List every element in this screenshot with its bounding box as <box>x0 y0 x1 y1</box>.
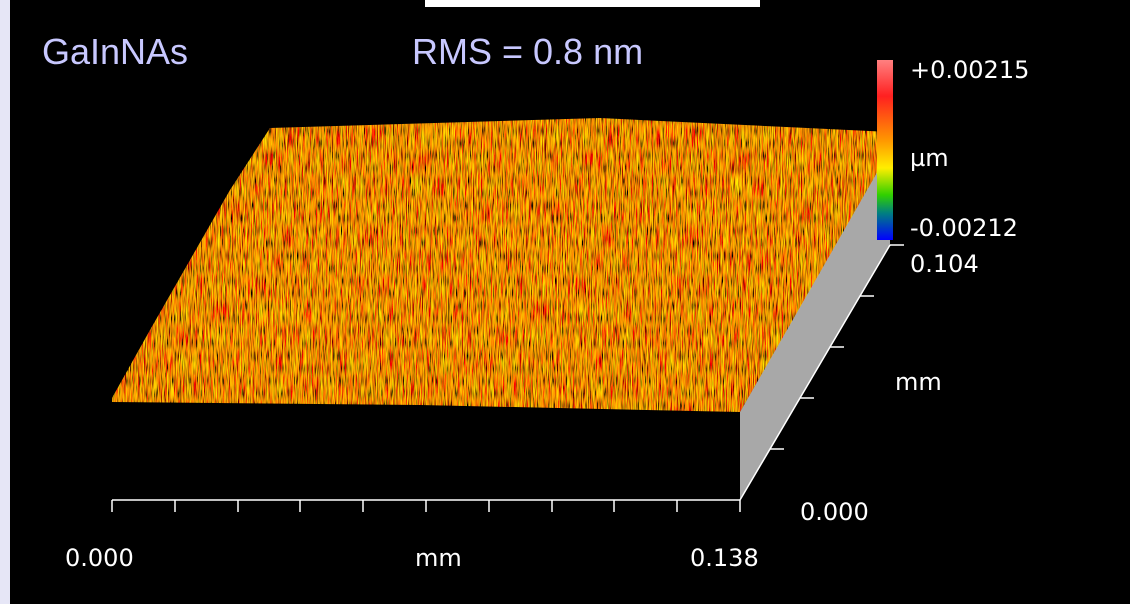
colorbar-max: +0.00215 <box>910 56 1029 84</box>
x-axis-min: 0.000 <box>65 544 134 572</box>
y-axis <box>739 244 904 501</box>
y-axis-max: 0.104 <box>910 250 979 278</box>
side-face <box>740 148 890 500</box>
colorbar <box>877 60 893 240</box>
colorbar-min: -0.00212 <box>910 214 1018 242</box>
y-axis-label: mm <box>895 368 942 396</box>
left-border <box>0 0 10 604</box>
title: GaInNAs <box>42 31 188 72</box>
rms: RMS = 0.8 nm <box>412 31 643 72</box>
y-axis-min: 0.000 <box>800 498 869 526</box>
x-axis-max: 0.138 <box>690 544 759 572</box>
top-border <box>425 0 760 7</box>
x-axis <box>111 499 741 512</box>
x-axis-label: mm <box>415 544 462 572</box>
colorbar-unit: µm <box>910 144 949 172</box>
surface <box>112 118 890 412</box>
